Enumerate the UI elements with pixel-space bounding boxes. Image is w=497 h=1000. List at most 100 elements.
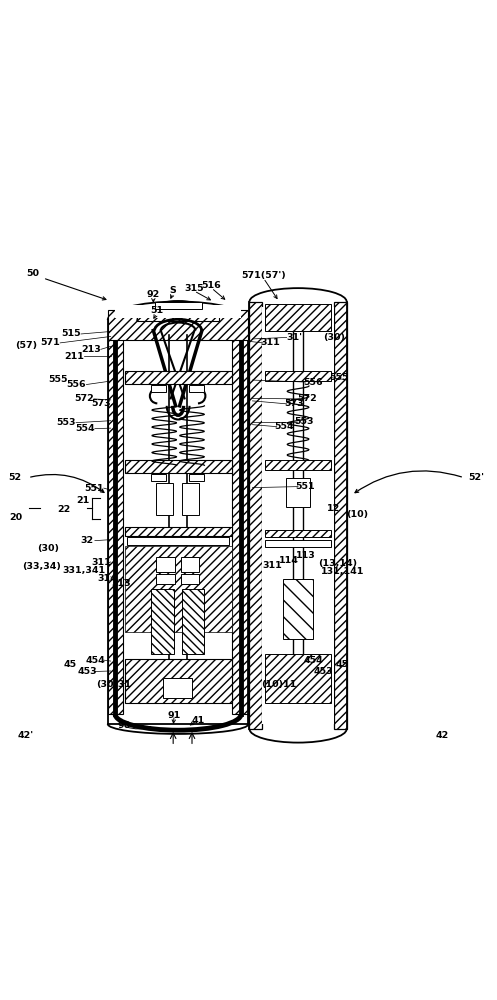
Text: 45: 45: [335, 660, 348, 669]
Text: 51: 51: [150, 306, 164, 315]
Bar: [180, 557, 199, 572]
Bar: [163, 678, 192, 698]
Bar: [249, 302, 262, 729]
Text: 91: 91: [167, 711, 181, 720]
Bar: [180, 574, 199, 584]
Text: 315: 315: [184, 284, 204, 293]
Text: 213: 213: [81, 345, 101, 354]
Bar: [156, 574, 174, 584]
Bar: [156, 557, 174, 572]
Text: 555: 555: [329, 373, 348, 382]
Text: 454: 454: [86, 656, 106, 665]
Bar: [265, 540, 331, 547]
Text: 131,141: 131,141: [321, 567, 364, 576]
Text: (33,34): (33,34): [22, 562, 61, 571]
Text: 52': 52': [469, 473, 485, 482]
Text: 211: 211: [64, 352, 84, 361]
Text: (30)31: (30)31: [96, 680, 131, 689]
Text: (30): (30): [37, 544, 59, 553]
Text: 41: 41: [191, 716, 205, 725]
Bar: [265, 530, 331, 537]
Bar: [151, 385, 166, 392]
Text: 313: 313: [112, 579, 131, 588]
Bar: [125, 527, 232, 536]
Text: 551: 551: [84, 484, 104, 493]
Text: 311: 311: [260, 338, 280, 347]
Text: 31': 31': [286, 333, 302, 342]
Bar: [151, 589, 173, 654]
Text: 571(57'): 571(57'): [241, 271, 286, 280]
FancyArrowPatch shape: [213, 290, 225, 299]
Text: (57): (57): [15, 341, 38, 350]
Bar: [265, 460, 331, 470]
Text: 551: 551: [296, 482, 315, 491]
Bar: [115, 305, 241, 318]
Text: 50: 50: [26, 269, 39, 278]
Text: 553: 553: [294, 417, 314, 426]
Bar: [155, 302, 202, 309]
Text: 572: 572: [297, 394, 317, 403]
Bar: [262, 307, 334, 724]
Bar: [265, 654, 331, 703]
FancyArrowPatch shape: [355, 471, 461, 493]
FancyArrowPatch shape: [152, 299, 155, 302]
Text: 22: 22: [58, 505, 71, 514]
Text: 453: 453: [314, 667, 333, 676]
Bar: [108, 310, 248, 340]
Text: 21: 21: [76, 496, 89, 505]
FancyArrowPatch shape: [196, 292, 210, 300]
Text: (10): (10): [346, 510, 369, 519]
Text: 314: 314: [97, 574, 117, 583]
Text: (30): (30): [323, 333, 345, 342]
Text: 554: 554: [75, 424, 95, 433]
Bar: [125, 546, 232, 632]
Bar: [265, 304, 331, 331]
Text: 52: 52: [8, 473, 21, 482]
Text: 573: 573: [284, 399, 304, 408]
Bar: [334, 302, 346, 729]
Text: 311: 311: [91, 558, 111, 567]
Text: 453: 453: [78, 667, 97, 676]
Bar: [108, 320, 123, 714]
Text: 554: 554: [274, 422, 294, 431]
Bar: [232, 320, 248, 714]
FancyArrowPatch shape: [154, 315, 157, 318]
FancyArrowPatch shape: [190, 722, 196, 725]
Bar: [137, 308, 219, 321]
Bar: [181, 589, 204, 654]
FancyArrowPatch shape: [45, 279, 106, 300]
Bar: [286, 478, 311, 507]
Text: 331,341: 331,341: [63, 566, 105, 575]
Text: 454: 454: [304, 656, 324, 665]
Text: 571: 571: [40, 338, 60, 347]
Bar: [189, 385, 204, 392]
Text: 32: 32: [81, 536, 94, 545]
Bar: [182, 483, 199, 515]
Bar: [189, 474, 204, 481]
Text: 516: 516: [201, 281, 221, 290]
Bar: [151, 474, 166, 481]
FancyArrowPatch shape: [265, 280, 277, 299]
Text: 12: 12: [327, 504, 340, 513]
Text: 90: 90: [117, 721, 130, 730]
FancyArrowPatch shape: [31, 474, 104, 492]
Bar: [125, 460, 232, 473]
Text: 311: 311: [262, 561, 282, 570]
Bar: [127, 537, 229, 545]
Text: 556: 556: [303, 378, 323, 387]
Text: 92: 92: [147, 290, 160, 299]
Bar: [125, 371, 232, 384]
FancyArrowPatch shape: [170, 294, 173, 298]
Bar: [125, 659, 232, 703]
FancyArrowPatch shape: [126, 726, 151, 730]
Text: 553: 553: [56, 418, 76, 427]
Text: 572: 572: [74, 394, 94, 403]
Text: 555: 555: [48, 375, 68, 384]
Text: (13,14): (13,14): [318, 559, 357, 568]
FancyArrowPatch shape: [172, 718, 175, 723]
Bar: [283, 579, 313, 639]
Bar: [265, 371, 331, 381]
Text: 573: 573: [91, 399, 111, 408]
Text: 113: 113: [296, 551, 316, 560]
Text: 20: 20: [9, 513, 22, 522]
